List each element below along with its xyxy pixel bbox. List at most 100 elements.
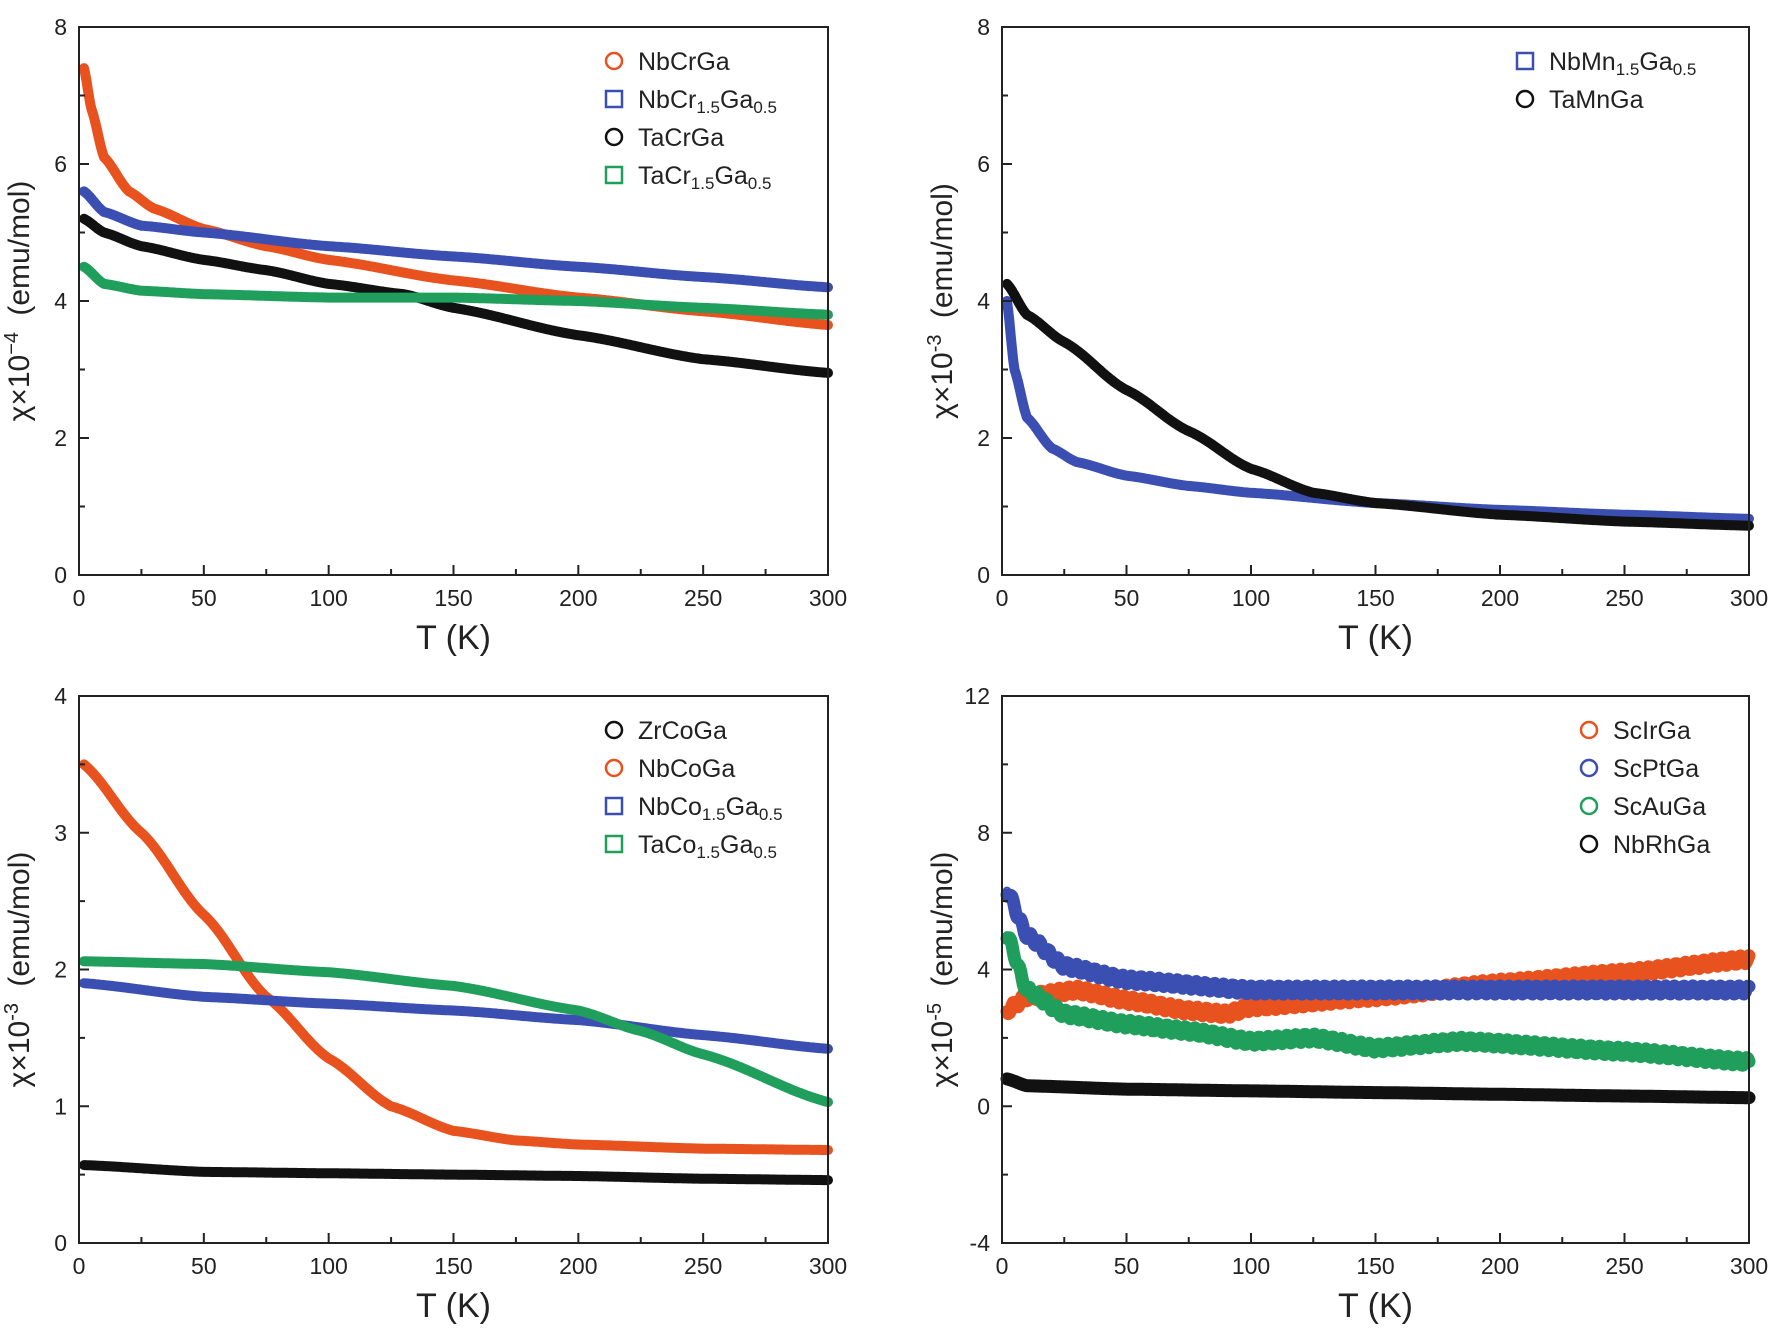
legend-item: NbCo1.5Ga0.5 bbox=[604, 793, 783, 824]
data-point bbox=[1007, 339, 1016, 347]
data-point bbox=[87, 767, 96, 776]
data-point bbox=[1004, 308, 1013, 317]
legend-text-part: ZrCoGa bbox=[638, 717, 727, 745]
y-tick-label: 12 bbox=[964, 683, 990, 709]
legend-label: TaCr1.5Ga0.5 bbox=[638, 162, 771, 193]
y-axis-label-exponent: −4 bbox=[1, 332, 23, 355]
legend-subscript: 1.5 bbox=[702, 805, 726, 824]
legend-item: ZrCoGa bbox=[604, 717, 727, 745]
x-tick-label: 200 bbox=[1481, 585, 1519, 611]
y-axis-label-prefix: χ×10 bbox=[926, 1021, 959, 1088]
y-tick-label: 2 bbox=[977, 425, 990, 451]
legend-label: ScIrGa bbox=[1613, 717, 1691, 745]
y-axis-label-exponent: -5 bbox=[924, 1003, 946, 1021]
legend: ScIrGa ScPtGa ScAuGa NbRhGa bbox=[1579, 717, 1710, 859]
y-tick-label: 4 bbox=[54, 288, 67, 314]
legend-text-part: TaCrGa bbox=[638, 124, 724, 152]
legend-circle-marker-icon bbox=[604, 720, 624, 740]
series-ScPtGa bbox=[1000, 886, 1756, 1001]
data-point bbox=[86, 193, 94, 201]
x-tick-label: 250 bbox=[1605, 585, 1643, 611]
series-TaCr1.5Ga0.5 bbox=[79, 261, 833, 320]
series-ZrCoGa bbox=[79, 1160, 833, 1186]
legend-text-part: TaCr bbox=[638, 162, 691, 190]
legend-circle-marker-icon bbox=[604, 127, 624, 147]
legend-text-part: NbCrGa bbox=[638, 48, 730, 76]
legend-label: NbCrGa bbox=[638, 48, 730, 76]
data-point bbox=[87, 980, 96, 988]
y-axis-label: χ×10−4 (emu/mol) bbox=[1, 181, 36, 422]
y-axis-label-unit: (emu/mol) bbox=[926, 852, 959, 995]
y-axis-label-prefix: χ×10 bbox=[3, 355, 36, 422]
data-point bbox=[1010, 365, 1019, 374]
x-axis-label: T (K) bbox=[1338, 1287, 1413, 1325]
legend-label: TaMnGa bbox=[1549, 86, 1644, 114]
legend-item: NbRhGa bbox=[1579, 831, 1710, 859]
data-point bbox=[87, 219, 96, 228]
legend-subscript: 1.5 bbox=[1616, 60, 1640, 79]
y-tick-label: 0 bbox=[977, 1093, 990, 1119]
series-line-NbMn1.5Ga0.5 bbox=[1002, 296, 1754, 524]
y-axis-label-exponent: -3 bbox=[924, 334, 946, 352]
legend-square-marker-icon bbox=[604, 165, 624, 185]
x-tick-label: 150 bbox=[434, 585, 472, 611]
series-line-NbRhGa bbox=[1000, 1072, 1756, 1105]
legend-item: TaCr1.5Ga0.5 bbox=[604, 162, 771, 193]
legend-subscript: 1.5 bbox=[696, 98, 720, 117]
series-line-ScAuGa bbox=[1000, 931, 1756, 1072]
legend-text-part: Ga bbox=[720, 831, 753, 859]
legend-circle-marker-icon bbox=[604, 51, 624, 71]
legend-subscript: 1.5 bbox=[696, 843, 720, 862]
series-NbRhGa bbox=[1000, 1072, 1756, 1105]
y-tick-label: 3 bbox=[54, 820, 67, 846]
x-tick-label: 50 bbox=[191, 1253, 217, 1279]
y-axis-label: χ×10-3 (emu/mol) bbox=[1, 852, 36, 1088]
y-axis-label-unit: (emu/mol) bbox=[926, 183, 959, 326]
series-ScAuGa bbox=[1000, 931, 1756, 1072]
y-axis-label: χ×10-5 (emu/mol) bbox=[924, 852, 959, 1088]
data-point bbox=[1006, 323, 1014, 332]
legend-text-part: NbCo bbox=[638, 793, 702, 821]
chart-panel-2: 0 50 100 150 200 250 300 0 2 4 6 8 T (K) χ×10-3 (emu/… bbox=[924, 14, 1768, 657]
y-tick-label: 8 bbox=[977, 820, 990, 846]
data-point bbox=[82, 79, 92, 89]
legend-label: ScAuGa bbox=[1613, 793, 1706, 821]
x-tick-label: 0 bbox=[996, 1253, 1009, 1279]
legend-label: TaCo1.5Ga0.5 bbox=[638, 831, 777, 862]
legend: NbMn1.5Ga0.5 TaMnGa bbox=[1515, 48, 1696, 114]
y-axis-label-prefix: χ×10 bbox=[3, 1021, 36, 1088]
legend-text-part: TaMnGa bbox=[1549, 86, 1644, 114]
x-tick-label: 150 bbox=[1356, 585, 1394, 611]
y-tick-label: 6 bbox=[977, 151, 990, 177]
y-tick-label: 8 bbox=[54, 14, 67, 40]
x-axis-label: T (K) bbox=[1338, 619, 1413, 657]
series-line-TaCo1.5Ga0.5 bbox=[79, 956, 833, 1108]
legend-text-part: TaCo bbox=[638, 831, 696, 859]
chart-panel-1: 0 50 100 150 200 250 300 0 2 4 6 8 T (K) χ×10−4 (emu/… bbox=[1, 14, 847, 657]
x-tick-label: 250 bbox=[684, 1253, 722, 1279]
x-tick-label: 200 bbox=[559, 1253, 597, 1279]
legend-label: NbCoGa bbox=[638, 755, 735, 783]
legend-item: TaCrGa bbox=[604, 124, 724, 152]
legend-item: NbCrGa bbox=[604, 48, 730, 76]
y-tick-label: 1 bbox=[54, 1093, 67, 1119]
series-line-NbCoGa bbox=[79, 759, 833, 1155]
x-tick-label: 0 bbox=[73, 585, 86, 611]
legend-text-part: Ga bbox=[720, 86, 753, 114]
data-point bbox=[85, 765, 95, 775]
legend-item: ScIrGa bbox=[1579, 717, 1691, 745]
series-NbCoGa bbox=[79, 759, 833, 1155]
y-tick-label: -4 bbox=[970, 1230, 991, 1256]
legend-text-part: NbCr bbox=[638, 86, 696, 114]
legend-text-part: NbRhGa bbox=[1613, 831, 1710, 859]
x-tick-label: 300 bbox=[809, 1253, 847, 1279]
x-tick-label: 200 bbox=[1481, 1253, 1519, 1279]
legend-circle-marker-icon bbox=[1579, 720, 1599, 740]
y-tick-label: 4 bbox=[54, 683, 67, 709]
legend-subscript: 0.5 bbox=[753, 98, 777, 117]
legend-square-marker-icon bbox=[604, 89, 624, 109]
data-point bbox=[1010, 902, 1019, 911]
y-tick-label: 8 bbox=[977, 14, 990, 40]
y-axis-label-exponent: -3 bbox=[1, 1003, 23, 1021]
